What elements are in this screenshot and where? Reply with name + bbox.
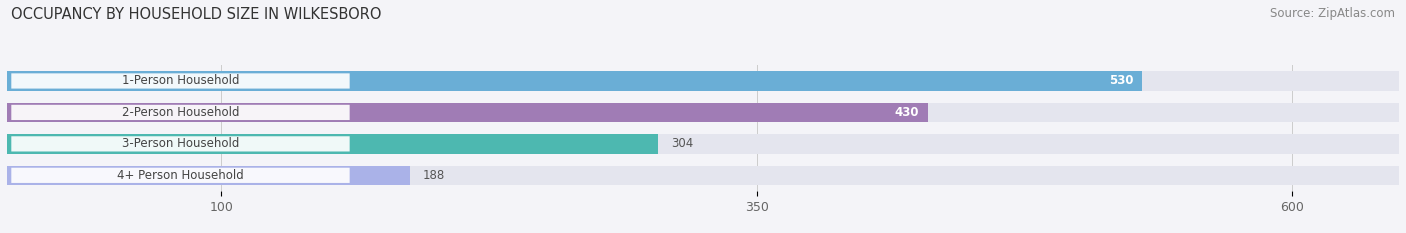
Bar	[7, 71, 1399, 91]
Text: OCCUPANCY BY HOUSEHOLD SIZE IN WILKESBORO: OCCUPANCY BY HOUSEHOLD SIZE IN WILKESBOR…	[11, 7, 382, 22]
Text: 188: 188	[422, 169, 444, 182]
Bar	[7, 166, 1399, 185]
Bar	[7, 134, 658, 154]
FancyBboxPatch shape	[11, 73, 350, 89]
Text: 304: 304	[671, 137, 693, 150]
FancyBboxPatch shape	[11, 136, 350, 151]
Text: 1-Person Household: 1-Person Household	[122, 75, 239, 87]
Text: 4+ Person Household: 4+ Person Household	[117, 169, 243, 182]
FancyBboxPatch shape	[11, 168, 350, 183]
Bar	[7, 103, 1399, 122]
Text: 3-Person Household: 3-Person Household	[122, 137, 239, 150]
Bar	[7, 71, 1142, 91]
Bar	[7, 134, 1399, 154]
Text: Source: ZipAtlas.com: Source: ZipAtlas.com	[1270, 7, 1395, 20]
Bar	[7, 103, 928, 122]
Bar	[7, 166, 409, 185]
Text: 530: 530	[1109, 75, 1133, 87]
FancyBboxPatch shape	[11, 105, 350, 120]
Text: 430: 430	[894, 106, 920, 119]
Text: 2-Person Household: 2-Person Household	[122, 106, 239, 119]
